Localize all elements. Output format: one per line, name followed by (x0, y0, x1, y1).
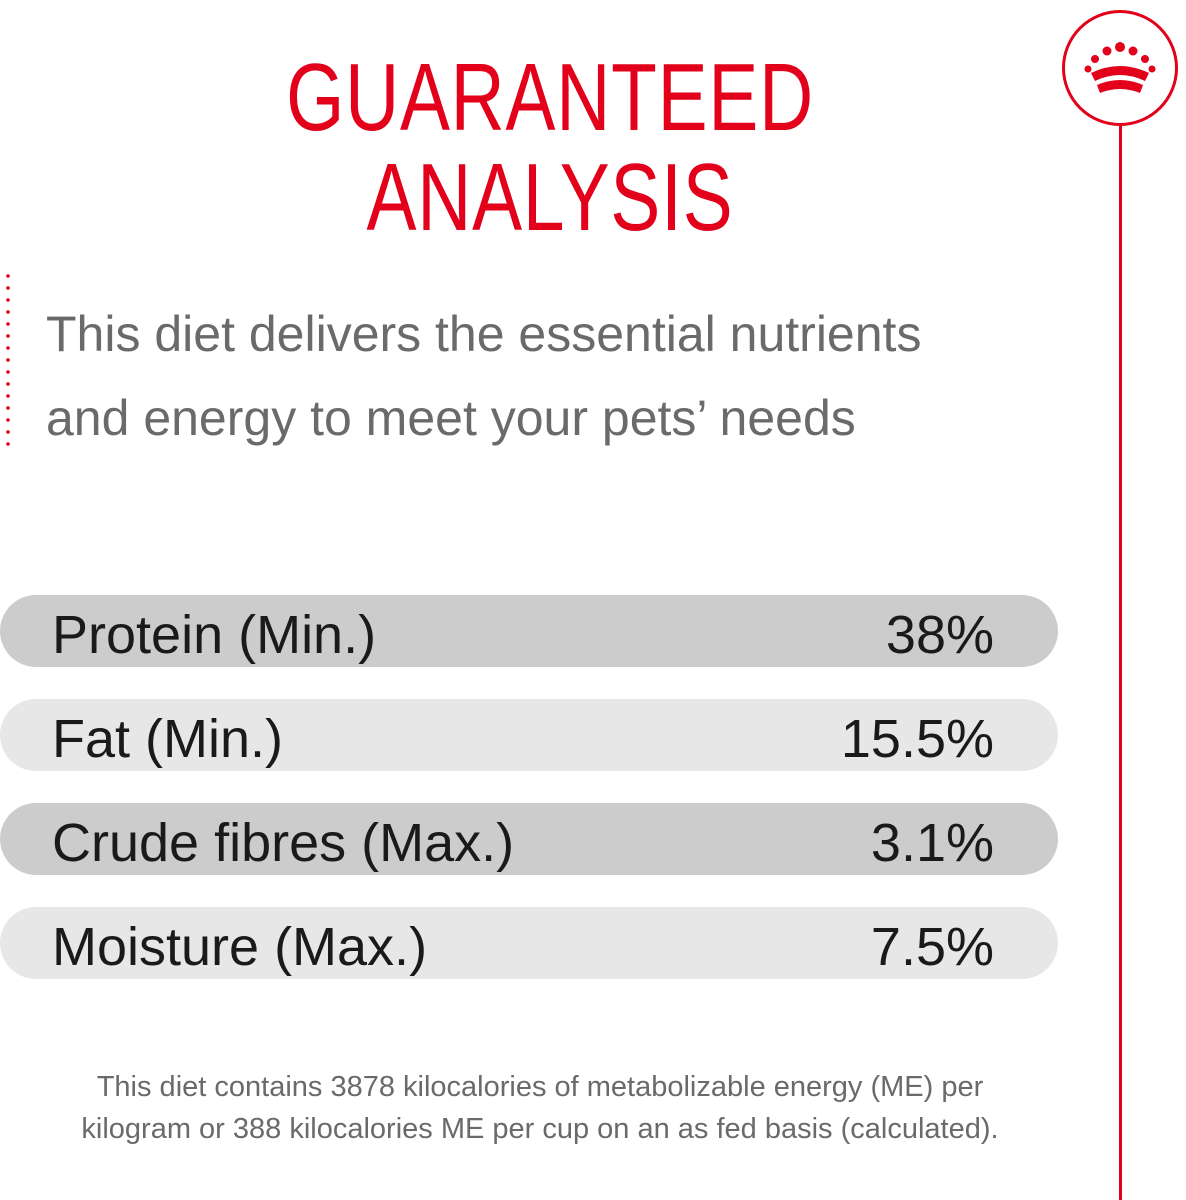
analysis-label: Fat (Min.) (52, 709, 284, 769)
calorie-footnote: This diet contains 3878 kilocalories of … (0, 1066, 1080, 1150)
brand-logo (1062, 10, 1178, 126)
intro-text: This diet delivers the essential nutrien… (46, 292, 1106, 460)
analysis-table: Protein (Min.) 38% Fat (Min.) 15.5% Crud… (0, 595, 1058, 1011)
analysis-label: Moisture (Max.) (52, 917, 428, 977)
analysis-label: Protein (Min.) (52, 605, 377, 665)
analysis-value: 38% (885, 605, 994, 665)
decorative-dotted-line (6, 270, 10, 454)
analysis-row-fat: Fat (Min.) 15.5% (0, 699, 1058, 771)
footnote-line-2: kilogram or 388 kilocalories ME per cup … (81, 1113, 999, 1145)
analysis-value: 7.5% (870, 917, 994, 977)
analysis-value: 15.5% (840, 709, 994, 769)
analysis-value: 3.1% (870, 813, 994, 873)
analysis-row-protein: Protein (Min.) 38% (0, 595, 1058, 667)
intro-line-2: and energy to meet your pets’ needs (46, 390, 856, 446)
page-title: GUARANTEED ANALYSIS (286, 44, 814, 251)
analysis-row-moisture: Moisture (Max.) 7.5% (0, 907, 1058, 979)
intro-line-1: This diet delivers the essential nutrien… (46, 306, 922, 362)
royal-crown-icon (1084, 42, 1156, 93)
decorative-vertical-line (1119, 126, 1122, 1200)
analysis-label: Crude fibres (Max.) (52, 813, 515, 873)
footnote-line-1: This diet contains 3878 kilocalories of … (96, 1071, 984, 1103)
analysis-row-crude-fibres: Crude fibres (Max.) 3.1% (0, 803, 1058, 875)
